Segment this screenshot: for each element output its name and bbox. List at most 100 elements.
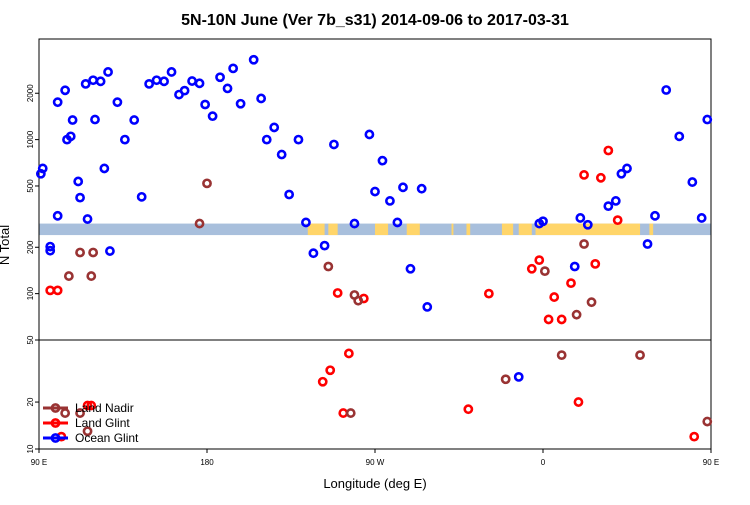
point-land-nadir <box>635 350 645 361</box>
point-ocean-glint <box>187 76 197 86</box>
point-ocean-glint <box>73 176 84 187</box>
point-ocean-glint <box>215 72 225 83</box>
point-ocean-glint <box>52 97 63 108</box>
point-ocean-glint <box>319 240 330 251</box>
land-segment <box>501 223 514 236</box>
point-ocean-glint <box>95 76 106 87</box>
point-ocean-glint <box>90 114 100 125</box>
point-ocean-glint <box>37 163 48 174</box>
point-ocean-glint <box>696 213 707 223</box>
point-ocean-glint <box>144 78 155 89</box>
point-ocean-glint <box>62 134 72 145</box>
point-land-nadir <box>571 309 582 320</box>
land-segment <box>328 223 338 236</box>
chart-title: 5N-10N June (Ver 7b_s31) 2014-09-06 to 2… <box>181 12 569 29</box>
point-ocean-glint <box>151 75 162 86</box>
point-ocean-glint <box>284 189 295 200</box>
point-ocean-glint <box>45 241 56 252</box>
point-land-glint <box>483 288 494 299</box>
bottom-panel-frame <box>38 339 712 450</box>
land-segment <box>518 223 532 236</box>
point-ocean-glint <box>207 111 218 122</box>
x-axis-label: Longitude (deg E) <box>323 476 426 491</box>
point-ocean-glint <box>136 191 147 202</box>
point-land-nadir <box>82 426 93 437</box>
point-ocean-glint <box>112 97 123 108</box>
point-land-nadir <box>586 297 597 308</box>
point-land-nadir <box>323 261 334 272</box>
y-axis-label: N Total <box>0 225 12 265</box>
legend-label: Land Glint <box>75 416 130 430</box>
land-segment <box>466 223 471 236</box>
point-ocean-glint <box>129 115 140 125</box>
land-segment <box>451 223 454 236</box>
point-land-nadir <box>353 295 364 306</box>
point-land-nadir <box>194 218 205 229</box>
legend-label: Land Nadir <box>75 401 134 415</box>
x-tick-label: 90 E <box>31 458 47 467</box>
point-ocean-glint <box>398 182 408 193</box>
point-ocean-glint <box>80 78 91 89</box>
point-ocean-glint <box>416 183 427 194</box>
point-land-glint <box>579 170 589 180</box>
point-land-glint <box>612 215 623 226</box>
y-tick-label: 1000 <box>26 130 35 148</box>
point-ocean-glint <box>293 134 304 145</box>
y-tick-label: 20 <box>26 397 35 406</box>
point-ocean-glint <box>538 216 548 227</box>
point-ocean-glint <box>702 114 713 125</box>
land-segment <box>307 223 325 236</box>
point-ocean-glint <box>610 196 621 206</box>
point-ocean-glint <box>642 239 653 249</box>
point-ocean-glint <box>329 139 339 150</box>
point-ocean-glint <box>603 201 614 212</box>
point-ocean-glint <box>103 67 113 77</box>
point-land-glint <box>573 397 584 407</box>
x-tick-label: 90 W <box>366 458 385 467</box>
y-tick-label: 200 <box>26 240 35 254</box>
y-tick-label: 100 <box>26 286 35 300</box>
point-land-glint <box>590 258 601 269</box>
x-tick-label: 180 <box>200 458 214 467</box>
point-ocean-glint <box>377 155 388 166</box>
point-land-nadir <box>556 350 567 361</box>
point-ocean-glint <box>308 248 319 259</box>
point-ocean-glint <box>119 134 130 145</box>
point-land-glint <box>325 365 336 376</box>
point-land-glint <box>534 255 545 266</box>
point-land-glint <box>603 145 614 156</box>
point-land-glint <box>45 285 56 296</box>
x-tick-label: 90 E <box>703 458 719 467</box>
point-land-glint <box>52 285 63 296</box>
point-ocean-glint <box>616 168 627 179</box>
x-tick-label: 0 <box>541 458 546 467</box>
point-ocean-glint <box>75 192 85 203</box>
point-ocean-glint <box>392 217 403 228</box>
point-ocean-glint <box>235 98 246 109</box>
point-land-nadir <box>75 408 85 418</box>
y-tick-label: 500 <box>26 179 35 193</box>
point-ocean-glint <box>422 302 433 312</box>
point-ocean-glint <box>179 85 190 96</box>
point-land-glint <box>689 431 700 442</box>
point-land-nadir <box>202 178 212 189</box>
point-ocean-glint <box>269 122 280 133</box>
point-land-nadir <box>579 239 589 249</box>
point-ocean-glint <box>228 63 239 74</box>
point-land-nadir <box>86 271 97 281</box>
y-tick-label: 10 <box>26 444 35 453</box>
y-tick-label: 2000 <box>26 84 35 102</box>
point-land-nadir <box>702 416 713 427</box>
point-ocean-glint <box>256 93 267 104</box>
point-ocean-glint <box>194 78 205 89</box>
point-land-nadir <box>500 374 511 385</box>
point-ocean-glint <box>364 129 375 140</box>
point-ocean-glint <box>349 218 360 229</box>
point-land-glint <box>463 404 474 415</box>
point-ocean-glint <box>60 85 71 96</box>
point-ocean-glint <box>687 177 698 187</box>
point-land-nadir <box>345 408 356 418</box>
point-ocean-glint <box>385 196 395 206</box>
point-land-glint <box>595 172 606 183</box>
